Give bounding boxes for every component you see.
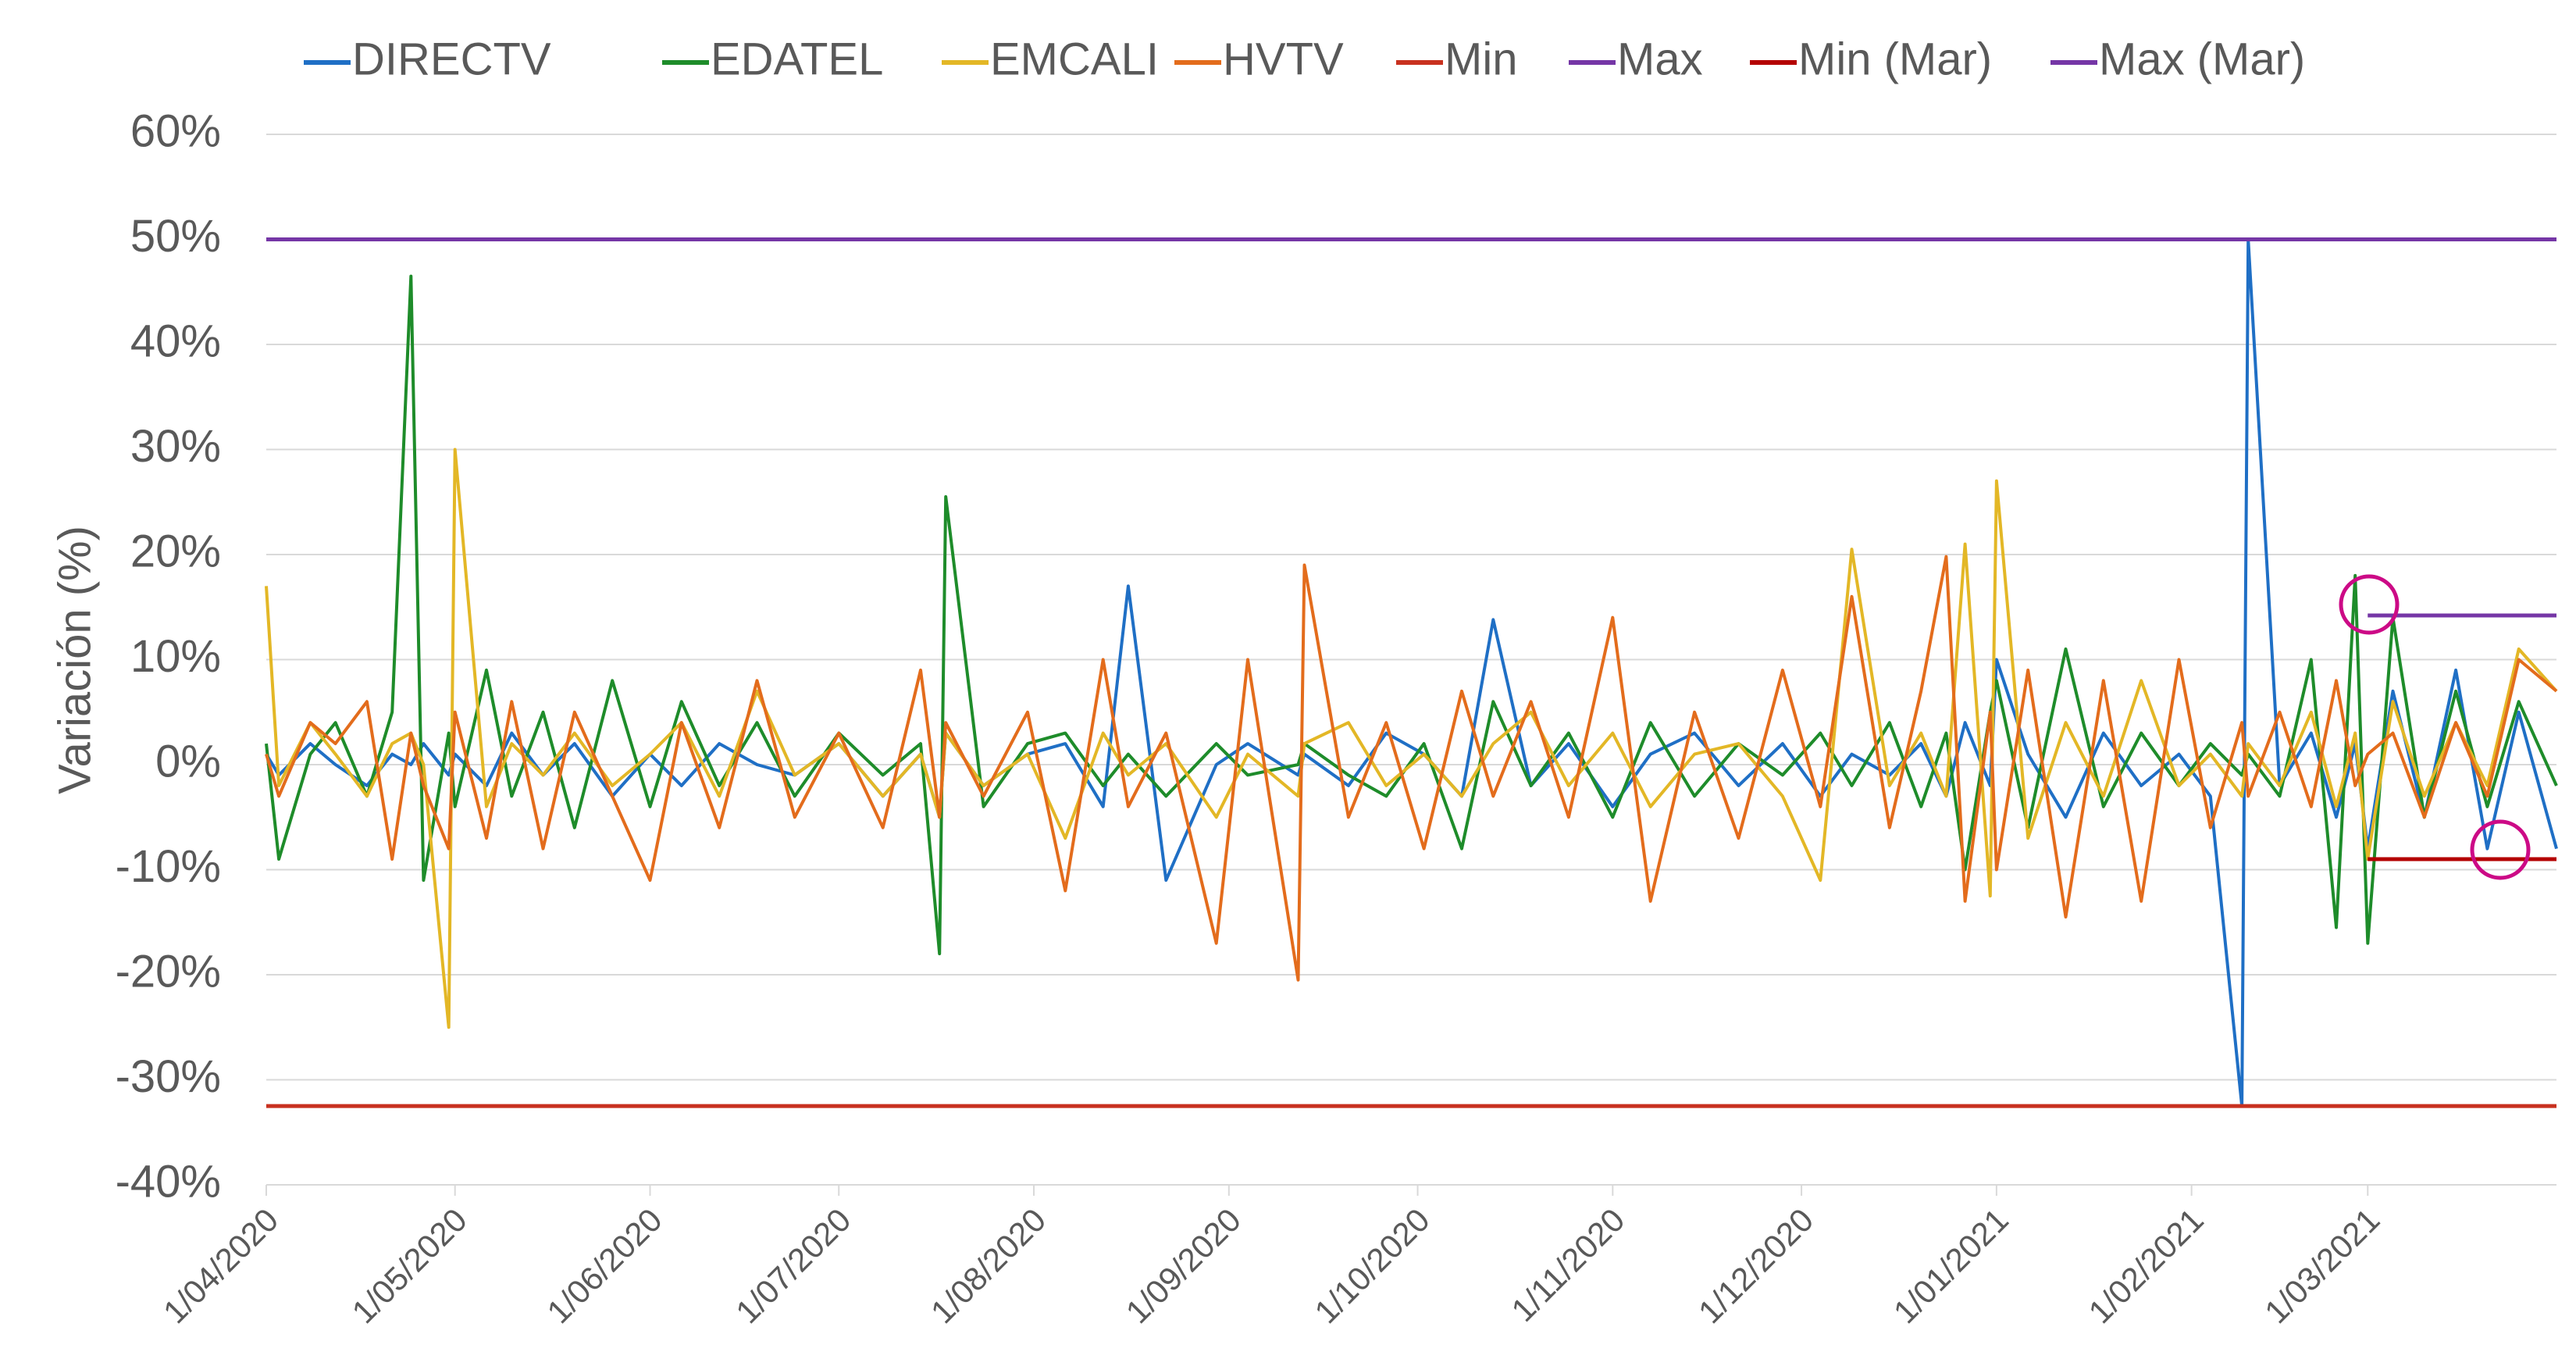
legend-label: HVTV	[1223, 34, 1344, 84]
y-axis-label: Variación (%)	[49, 526, 100, 794]
y-tick-label: 0%	[155, 736, 221, 787]
highlight-circle	[2339, 574, 2400, 635]
y-tick-label: 10%	[130, 631, 221, 682]
legend-label: Max (Mar)	[2099, 34, 2305, 84]
y-tick-label: 60%	[130, 105, 221, 156]
legend-label: Max	[1617, 34, 1703, 84]
y-tick-label: 30%	[130, 421, 221, 472]
series-line	[265, 555, 2558, 982]
y-tick-label: -20%	[116, 946, 221, 997]
legend-label: EDATEL	[711, 34, 883, 84]
legend-label: EMCALI	[990, 34, 1159, 84]
legend-label: Min (Mar)	[1798, 34, 1992, 84]
y-tick-label: -30%	[116, 1051, 221, 1102]
highlight-circle	[2470, 819, 2531, 880]
y-tick-label: 20%	[130, 526, 221, 576]
y-tick-label: 40%	[130, 316, 221, 366]
legend-label: Min	[1445, 34, 1517, 84]
y-tick-label: -40%	[116, 1156, 221, 1207]
y-tick-label: -10%	[116, 841, 221, 892]
y-tick-label: 50%	[130, 211, 221, 262]
series-line	[265, 448, 2558, 1029]
legend-label: DIRECTV	[352, 34, 551, 84]
